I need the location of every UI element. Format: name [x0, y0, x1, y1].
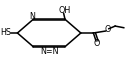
Text: O: O: [104, 25, 110, 34]
Text: N: N: [30, 12, 36, 21]
Text: N=N: N=N: [40, 47, 58, 56]
Text: HS: HS: [1, 28, 12, 37]
Text: O: O: [94, 39, 100, 48]
Text: OH: OH: [59, 6, 71, 15]
